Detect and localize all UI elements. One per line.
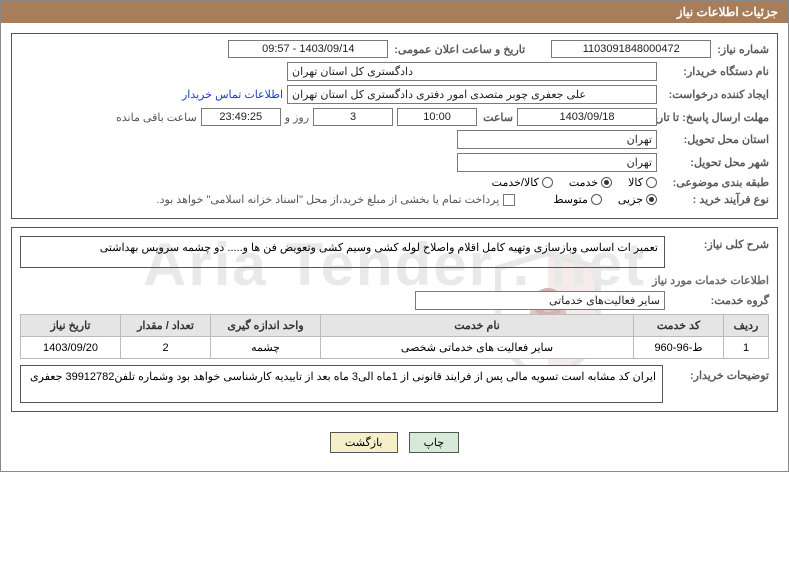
- cat-service-radio[interactable]: خدمت: [569, 176, 612, 189]
- radio-icon: [591, 194, 602, 205]
- pt-minor-text: جزیی: [618, 193, 643, 206]
- cat-goods-service-text: کالا/خدمت: [492, 176, 539, 189]
- th-qty: تعداد / مقدار: [121, 315, 211, 337]
- requester-label: ایجاد کننده درخواست:: [661, 88, 769, 101]
- th-row: ردیف: [724, 315, 769, 337]
- city-label: شهر محل تحویل:: [661, 156, 769, 169]
- services-table: ردیف کد خدمت نام خدمت واحد اندازه گیری ت…: [20, 314, 769, 359]
- th-code: کد خدمت: [634, 315, 724, 337]
- province-label: استان محل تحویل:: [661, 133, 769, 146]
- deadline-date: 1403/09/18: [517, 108, 657, 126]
- th-need-date: تاریخ نیاز: [21, 315, 121, 337]
- cell-row: 1: [724, 337, 769, 359]
- overview-text: تعمیر ات اساسی وبازسازی وتهیه کامل اقلام…: [20, 236, 665, 268]
- countdown: 23:49:25: [201, 108, 281, 126]
- remaining-label: ساعت باقی مانده: [116, 111, 197, 124]
- radio-icon: [542, 177, 553, 188]
- header-info-box: شماره نیاز: 1103091848000472 تاریخ و ساع…: [11, 33, 778, 219]
- days-after: روز و: [285, 111, 309, 124]
- footer-buttons: چاپ بازگشت: [11, 420, 778, 461]
- category-label: طبقه بندی موضوعی:: [661, 176, 769, 189]
- print-button[interactable]: چاپ: [409, 432, 460, 453]
- overview-label: شرح کلی نیاز:: [669, 234, 769, 251]
- cell-need-date: 1403/09/20: [21, 337, 121, 359]
- th-unit: واحد اندازه گیری: [211, 315, 321, 337]
- radio-icon: [646, 177, 657, 188]
- radio-icon: [646, 194, 657, 205]
- panel-body: Aria Tender . net شماره نیاز: 1103091848…: [1, 23, 788, 471]
- deadline-label: مهلت ارسال پاسخ: تا تاریخ:: [661, 111, 769, 124]
- treasury-note: پرداخت تمام یا بخشی از مبلغ خرید،از محل …: [157, 193, 500, 206]
- time-label: ساعت: [481, 111, 513, 124]
- announce-value: 1403/09/14 - 09:57: [228, 40, 388, 58]
- services-title: اطلاعات خدمات مورد نیاز: [20, 274, 769, 287]
- buyer-contact-link[interactable]: اطلاعات تماس خریدار: [182, 88, 283, 101]
- pt-medium-text: متوسط: [553, 193, 588, 206]
- buyer-org-label: نام دستگاه خریدار:: [661, 65, 769, 78]
- need-no-value: 1103091848000472: [551, 40, 711, 58]
- pt-minor-radio[interactable]: جزیی: [618, 193, 657, 206]
- pt-medium-radio[interactable]: متوسط: [553, 193, 602, 206]
- need-box: شرح کلی نیاز: تعمیر ات اساسی وبازسازی وت…: [11, 227, 778, 412]
- cell-name: سایر فعالیت های خدماتی شخصی: [321, 337, 634, 359]
- group-value: سایر فعالیت‌های خدماتی: [415, 291, 665, 310]
- deadline-time: 10:00: [397, 108, 477, 126]
- cat-service-text: خدمت: [569, 176, 598, 189]
- requester-value: علی جعفری چوبر متصدی امور دفتری دادگستری…: [287, 85, 657, 104]
- cat-goods-text: کالا: [628, 176, 643, 189]
- announce-label: تاریخ و ساعت اعلان عمومی:: [392, 43, 525, 56]
- back-button[interactable]: بازگشت: [330, 432, 398, 453]
- city-value: تهران: [457, 153, 657, 172]
- buyer-notes-text: ایران کد مشابه است تسویه مالی پس از فرای…: [20, 365, 663, 403]
- cell-qty: 2: [121, 337, 211, 359]
- panel-title: جزئیات اطلاعات نیاز: [1, 1, 788, 23]
- group-label: گروه خدمت:: [669, 294, 769, 307]
- cell-code: ط-96-960: [634, 337, 724, 359]
- radio-icon: [601, 177, 612, 188]
- th-name: نام خدمت: [321, 315, 634, 337]
- details-panel: جزئیات اطلاعات نیاز Aria Tender . net شم…: [0, 0, 789, 472]
- cat-goods-radio[interactable]: کالا: [628, 176, 657, 189]
- table-row: 1 ط-96-960 سایر فعالیت های خدماتی شخصی چ…: [21, 337, 769, 359]
- province-value: تهران: [457, 130, 657, 149]
- cell-unit: چشمه: [211, 337, 321, 359]
- treasury-checkbox[interactable]: [503, 194, 515, 206]
- cat-goods-service-radio[interactable]: کالا/خدمت: [492, 176, 553, 189]
- buyer-notes-label: توضیحات خریدار:: [669, 365, 769, 382]
- days-value: 3: [313, 108, 393, 126]
- buyer-org-value: دادگستری کل استان تهران: [287, 62, 657, 81]
- purchase-type-label: نوع فرآیند خرید :: [661, 193, 769, 206]
- need-no-label: شماره نیاز:: [715, 43, 769, 56]
